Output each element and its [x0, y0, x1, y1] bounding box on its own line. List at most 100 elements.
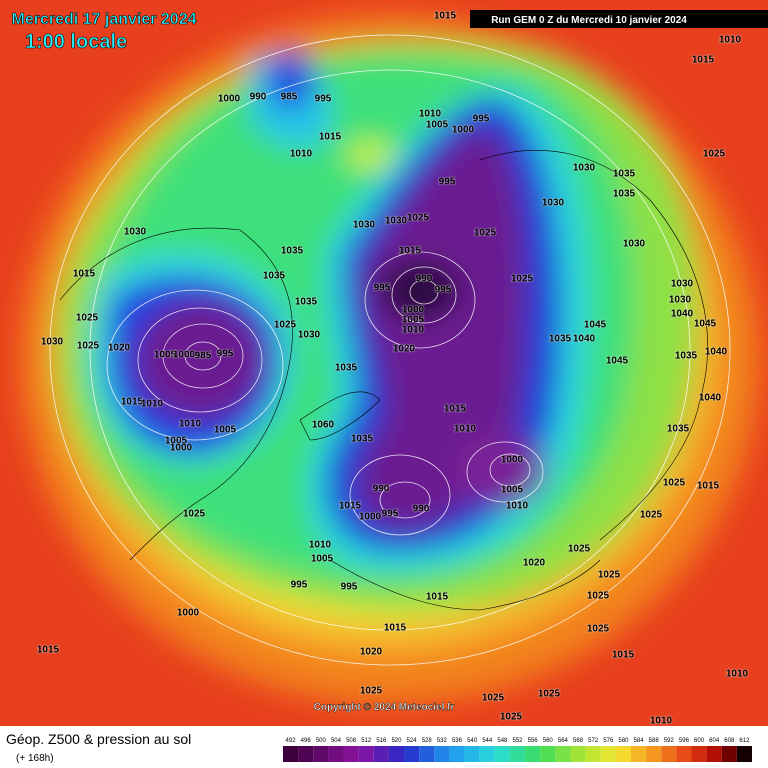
isobar-label: 1015 [384, 623, 407, 634]
isobar-label: 1040 [699, 393, 722, 404]
scale-swatch [585, 746, 601, 762]
scale-swatch [404, 746, 420, 762]
color-scale: 492 496 500 504 508 512 516 520 524 528 532 536 540 5… [283, 738, 752, 762]
scale-label: 492 [286, 738, 297, 744]
isobar-label: 1005 [311, 554, 334, 565]
isobar-label: 1010 [419, 109, 442, 120]
isobar-label: 1010 [402, 325, 425, 336]
isobar-label: 1025 [587, 624, 610, 635]
scale-swatch [313, 746, 329, 762]
isobar-label: 995 [217, 349, 234, 360]
isobar-label: 995 [315, 94, 332, 105]
scale-label: 512 [361, 738, 372, 744]
isobar-label: 1025 [511, 274, 534, 285]
scale-label: 544 [482, 738, 493, 744]
scale-swatch [358, 746, 374, 762]
isobar-label: 1010 [650, 716, 673, 727]
isobar-label: 990 [416, 274, 433, 285]
scale-label: 532 [437, 738, 448, 744]
scale-swatch [388, 746, 405, 762]
isobar-label: 1015 [339, 501, 362, 512]
isobar-label: 1020 [108, 343, 131, 354]
scale-label: 516 [376, 738, 387, 744]
isobar-label: 1015 [121, 397, 144, 408]
isobar-label: 1010 [309, 540, 332, 551]
isobar-label: 1025 [663, 478, 686, 489]
isobar-label: 1030 [671, 279, 694, 290]
isobar-label: 1005 [154, 350, 177, 361]
isobar-label: 1030 [41, 337, 64, 348]
isobar-label: 985 [281, 92, 298, 103]
scale-swatch [494, 746, 510, 762]
scale-label: 580 [618, 738, 629, 744]
isobar-label: 1015 [37, 645, 60, 656]
scale-label: 576 [603, 738, 614, 744]
isobar-label: 1000 [452, 125, 475, 136]
isobar-label: 1010 [454, 424, 477, 435]
isobar-label: 990 [373, 484, 390, 495]
isobar-label: 1025 [183, 509, 206, 520]
isobar-label: 1025 [587, 591, 610, 602]
isobar-label: 1045 [606, 356, 629, 367]
isobar-label: 990 [250, 92, 267, 103]
isobar-label: 1030 [353, 220, 376, 231]
scale-label: 600 [694, 738, 705, 744]
run-info: Run GEM 0 Z du Mercredi 10 janvier 2024 [491, 15, 687, 26]
scale-swatch [434, 746, 450, 762]
scale-label: 604 [709, 738, 720, 744]
scale-label: 548 [497, 738, 508, 744]
scale-label: 500 [316, 738, 327, 744]
isobar-label: 1000 [501, 455, 524, 466]
isobar-label: 1005 [402, 315, 425, 326]
isobar-label: 1010 [506, 501, 529, 512]
isobar-label: 1030 [298, 330, 321, 341]
scale-label: 536 [452, 738, 463, 744]
scale-label: 524 [407, 738, 418, 744]
isobar-label: 1005 [214, 425, 237, 436]
scale-swatch [540, 746, 556, 762]
isobar-label: 995 [341, 582, 358, 593]
isobar-label: 1025 [568, 544, 591, 555]
isobar-label: 1015 [73, 269, 96, 280]
isobar-label: 1000 [170, 443, 193, 454]
scale-swatch [298, 746, 314, 762]
scale-swatch [646, 746, 662, 762]
scale-swatch [600, 746, 616, 762]
isobar-label: 1035 [675, 351, 698, 362]
isobar-label: 1060 [312, 420, 335, 431]
scale-swatch [525, 746, 541, 762]
isobar-label: 1000 [173, 350, 196, 361]
isobar-label: 1015 [319, 132, 342, 143]
scale-swatch [343, 746, 359, 762]
isobar-label: 1035 [295, 297, 318, 308]
isobar-label: 1015 [692, 55, 715, 66]
isobar-label: 1040 [705, 347, 728, 358]
run-box [470, 10, 768, 28]
isobar-label: 1040 [573, 334, 596, 345]
scale-label: 568 [573, 738, 584, 744]
isobar-label: 1010 [290, 149, 313, 160]
scale-label: 528 [422, 738, 433, 744]
isobar-label: 1025 [407, 213, 430, 224]
scale-swatch [449, 746, 465, 762]
scale-swatch [479, 746, 495, 762]
scale-label: 540 [467, 738, 478, 744]
scale-label: 508 [346, 738, 357, 744]
valid-time: 1:00 locale [25, 31, 127, 53]
isobar-label: 1020 [393, 344, 416, 355]
scale-swatch [661, 746, 677, 762]
isobar-label: 1025 [500, 712, 523, 723]
isobar-label: 1005 [501, 485, 524, 496]
isobar-label: 1045 [584, 320, 607, 331]
scale-label: 588 [649, 738, 660, 744]
isobar-label: 1025 [482, 693, 505, 704]
scale-label: 612 [739, 738, 750, 744]
scale-swatch [555, 746, 571, 762]
scale-swatch [721, 746, 737, 762]
scale-swatch [373, 746, 389, 762]
scale-swatch [736, 746, 752, 762]
scale-label: 496 [301, 738, 312, 744]
isobar-label: 1010 [726, 669, 749, 680]
geopotential-field [20, 15, 760, 705]
